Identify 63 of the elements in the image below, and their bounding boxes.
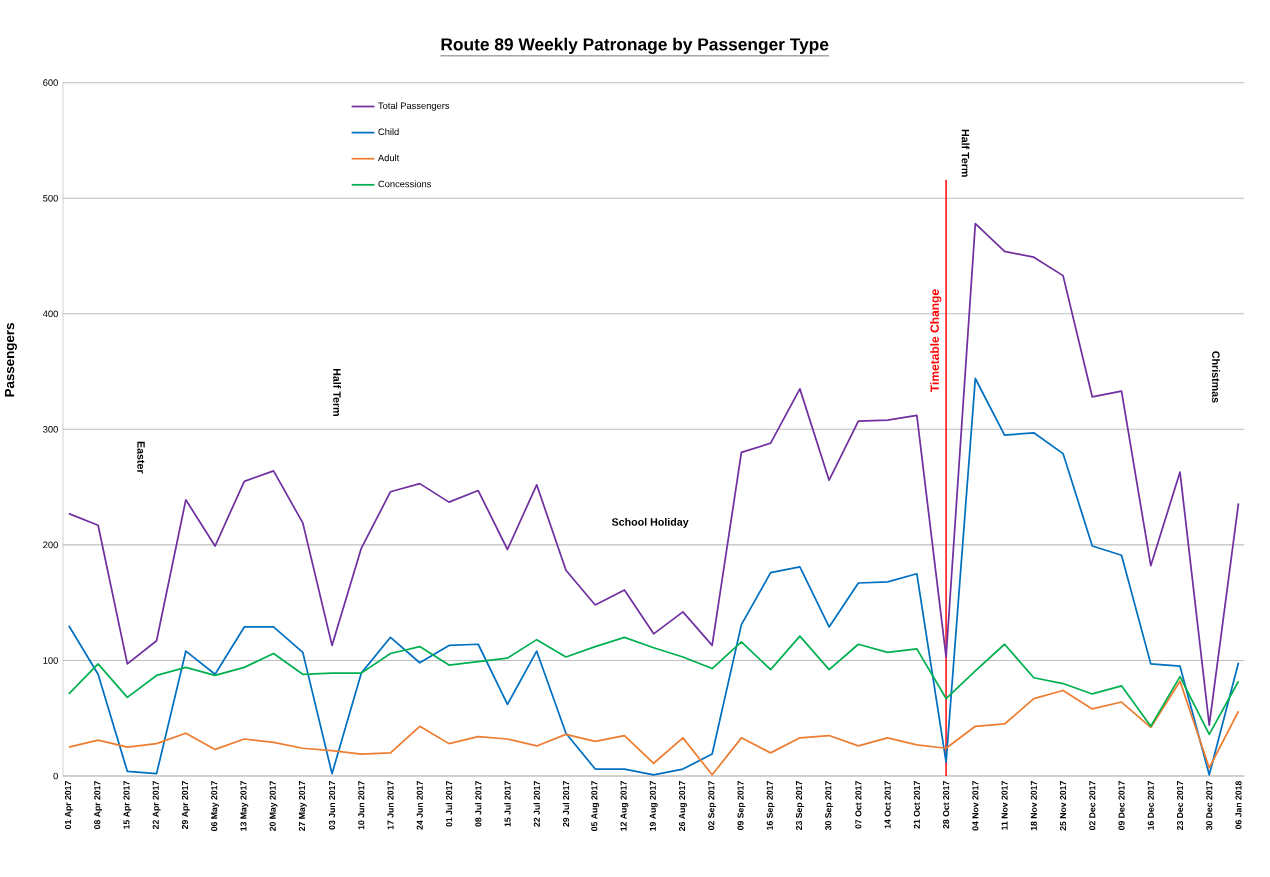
x-tick-label: 30 Dec 2017 <box>1206 781 1213 831</box>
line-series <box>67 680 1240 776</box>
x-tick-label: 10 Jun 2017 <box>358 781 365 830</box>
x-tick-label: 11 Nov 2017 <box>1001 781 1008 830</box>
annotation: Easter <box>137 441 145 474</box>
line-series <box>67 635 1240 736</box>
line-series <box>67 222 1240 727</box>
y-tick-label: 500 <box>43 194 58 202</box>
y-tick-label: 300 <box>43 426 58 433</box>
y-tick-label: 100 <box>43 657 58 664</box>
x-tick-label: 09 Dec 2017 <box>1118 781 1125 830</box>
x-tick-label: 26 Aug 2017 <box>678 781 687 831</box>
x-tick-label: 22 Jul 2017 <box>533 781 540 827</box>
x-tick-label: 02 Sep 2017 <box>708 781 717 830</box>
x-tick-label: 08 Apr 2017 <box>94 781 103 830</box>
x-tick-label: 19 Aug 2017 <box>649 781 658 831</box>
x-tick-label: 12 Aug 2017 <box>620 781 629 831</box>
x-tick-label: 06 May 2017 <box>211 781 219 831</box>
x-tick-label: 29 Jul 2017 <box>562 781 570 827</box>
x-tick-label: 16 Sep 2017 <box>766 781 775 830</box>
y-tick-label: 600 <box>43 79 58 86</box>
x-tick-label: 20 May 2017 <box>269 781 278 831</box>
y-tick-label: 0 <box>53 772 58 780</box>
x-tick-label: 23 Dec 2017 <box>1176 781 1184 831</box>
legend-label: Total Passengers <box>378 102 450 111</box>
x-tick-label: 27 May 2017 <box>298 781 307 831</box>
x-tick-label: 01 Apr 2017 <box>64 781 73 830</box>
annotation: Christmas <box>1212 351 1220 403</box>
x-tick-label: 08 Jul 2017 <box>475 781 482 827</box>
x-tick-label: 23 Sep 2017 <box>795 781 804 831</box>
legend-label: Child <box>378 128 399 136</box>
x-tick-label: 30 Sep 2017 <box>825 781 834 831</box>
legend-label: Concessions <box>378 180 432 188</box>
x-tick-label: 15 Jul 2017 <box>504 781 511 827</box>
x-tick-label: 04 Nov 2017 <box>972 781 979 831</box>
annotation: Half Term <box>961 129 970 177</box>
x-tick-label: 05 Aug 2017 <box>591 781 600 831</box>
x-tick-label: 13 May 2017 <box>240 781 249 831</box>
x-tick-label: 28 Oct 2017 <box>943 781 950 829</box>
legend-label: Adult <box>377 154 400 162</box>
y-tick-label: 200 <box>43 541 58 549</box>
annotation: School Holiday <box>611 517 689 528</box>
x-tick-label: 03 Jun 2017 <box>328 781 336 830</box>
x-tick-label: 18 Nov 2017 <box>1030 781 1037 831</box>
x-tick-label: 29 Apr 2017 <box>181 781 190 830</box>
chart-title: Route 89 Weekly Patronage by Passenger Type <box>441 37 829 54</box>
x-tick-label: 15 Apr 2017 <box>123 781 132 829</box>
ref-line-label: Timetable Change <box>930 289 942 392</box>
x-tick-label: 07 Oct 2017 <box>855 781 862 829</box>
x-tick-label: 22 Apr 2017 <box>152 781 161 830</box>
x-tick-label: 14 Oct 2017 <box>884 781 891 829</box>
x-tick-label: 21 Oct 2017 <box>913 781 920 829</box>
annotation: Half Term <box>333 368 341 416</box>
x-tick-label: 01 Jul 2017 <box>445 781 453 827</box>
y-tick-label: 400 <box>42 310 58 318</box>
x-tick-label: 09 Sep 2017 <box>737 781 746 830</box>
x-tick-label: 06 Jan 2018 <box>1235 780 1242 830</box>
x-tick-label: 16 Dec 2017 <box>1147 781 1154 830</box>
x-tick-label: 24 Jun 2017 <box>416 781 423 830</box>
y-axis-title: Passengers <box>4 323 17 397</box>
x-tick-label: 17 Jun 2017 <box>387 781 394 830</box>
x-tick-label: 02 Dec 2017 <box>1089 781 1096 830</box>
x-tick-label: 25 Nov 2017 <box>1059 781 1067 831</box>
